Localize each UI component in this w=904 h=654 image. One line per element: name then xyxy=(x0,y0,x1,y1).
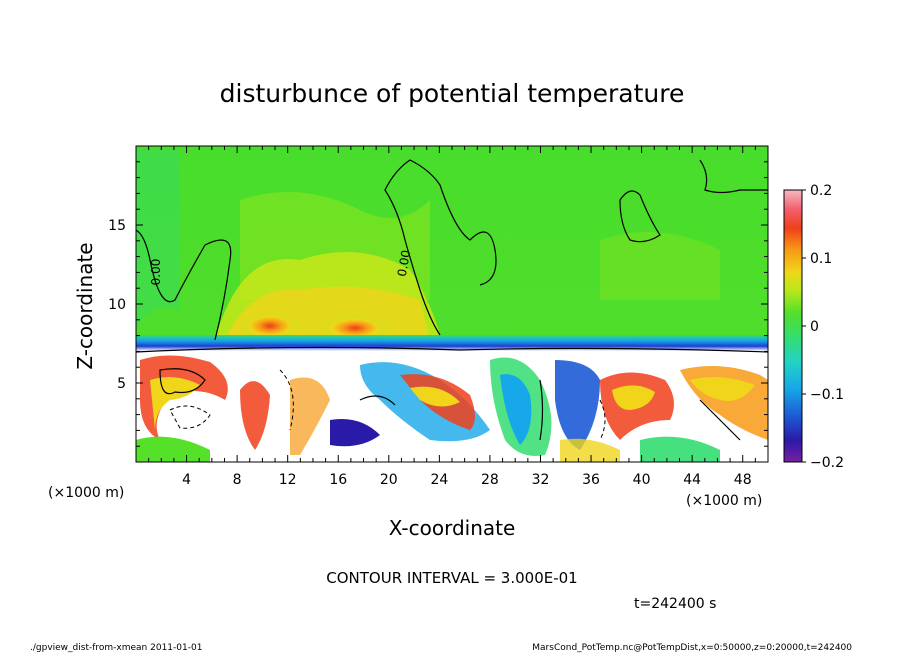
time-text: t=242400 s xyxy=(634,596,716,612)
y-axis-ticks: 5 10 15 xyxy=(108,161,768,447)
x-tick-label: 12 xyxy=(279,472,297,488)
x-axis-ticks: 4 8 12 16 20 24 28 32 36 40 44 48 xyxy=(148,146,756,488)
colorbar-tick-label: 0.1 xyxy=(810,251,832,267)
colorbar-tick-label: 0 xyxy=(810,319,819,335)
colorbar-tick-label: 0.2 xyxy=(810,183,832,199)
footer-right: MarsCond_PotTemp.nc@PotTempDist,x=0:5000… xyxy=(532,643,852,653)
heatmap-field xyxy=(136,146,768,462)
contour-interval-text: CONTOUR INTERVAL = 3.000E-01 xyxy=(326,569,577,587)
y-tick-label: 10 xyxy=(108,297,126,313)
x-tick-label: 48 xyxy=(734,472,752,488)
contour-label-center: 0.00 xyxy=(395,249,413,278)
y-tick-label: 5 xyxy=(117,376,126,392)
contour-label-left: 0.00 xyxy=(149,259,163,286)
x-tick-label: 16 xyxy=(329,472,347,488)
y-axis-label: Z-coordinate xyxy=(73,242,97,369)
x-tick-label: 32 xyxy=(532,472,550,488)
chart-title: disturbunce of potential temperature xyxy=(220,79,685,108)
x-tick-label: 4 xyxy=(182,472,191,488)
x-axis-label: X-coordinate xyxy=(389,516,516,540)
x-tick-label: 44 xyxy=(683,472,701,488)
colorbar-tick-label: −0.1 xyxy=(810,387,844,403)
y-axis-unit-label: (×1000 m) xyxy=(48,485,124,501)
colorbar-tick-label: −0.2 xyxy=(810,455,844,471)
x-tick-label: 8 xyxy=(233,472,242,488)
x-tick-label: 20 xyxy=(380,472,398,488)
x-tick-label: 40 xyxy=(633,472,651,488)
colorbar-ticks: 0.2 0.1 0 −0.1 −0.2 xyxy=(802,183,844,471)
x-tick-label: 24 xyxy=(430,472,448,488)
x-tick-label: 36 xyxy=(582,472,600,488)
colorbar xyxy=(783,189,803,463)
x-axis-unit-label: (×1000 m) xyxy=(686,493,762,509)
x-tick-label: 28 xyxy=(481,472,499,488)
y-tick-label: 15 xyxy=(108,218,126,234)
footer-left: ./gpview_dist-from-xmean 2011-01-01 xyxy=(30,643,202,653)
